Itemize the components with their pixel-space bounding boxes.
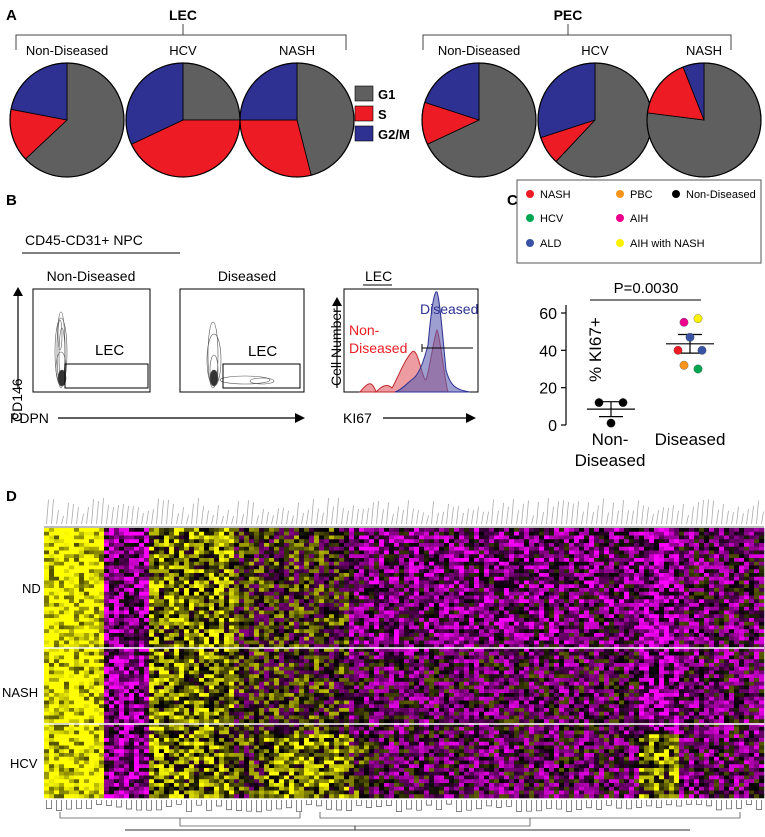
c-data-point xyxy=(693,314,703,323)
heatmap-row-label-nd: ND xyxy=(22,581,41,596)
pie-label: HCV xyxy=(169,43,197,58)
panel-b-subtitle: CD45-CD31+ NPC xyxy=(25,232,143,248)
c-y-axis-label: % KI67+ xyxy=(586,317,605,382)
cell-number-axis-label: Cell Number xyxy=(328,308,344,386)
heatmap-row-label-nash: NASH xyxy=(2,685,38,700)
legend-label-s: S xyxy=(378,107,387,122)
c-legend-label: HCV xyxy=(540,213,564,225)
lec-bracket xyxy=(15,24,347,50)
lec-group-title: LEC xyxy=(169,7,197,23)
c-legend-marker xyxy=(672,190,680,198)
legend-swatch-g2m xyxy=(354,125,374,142)
c-pvalue-annotation: P=0.0030 xyxy=(614,280,679,297)
c-data-point xyxy=(594,398,604,407)
c-data-points xyxy=(594,314,707,428)
c-legend-label: AIH with NASH xyxy=(630,238,705,250)
c-data-point xyxy=(618,398,628,407)
pie-label: Non-Diseased xyxy=(26,43,108,58)
arrowhead-icon xyxy=(332,297,342,306)
c-data-point xyxy=(679,317,689,327)
c-legend-label: AIH xyxy=(630,213,648,225)
c-category-nd-line2: Diseased xyxy=(575,451,646,470)
c-category-diseased: Diseased xyxy=(655,430,726,449)
hist-diseased-curve xyxy=(394,291,471,393)
pie-label: NASH xyxy=(686,43,722,58)
flow-plot-title-diseased: Diseased xyxy=(218,268,276,284)
legend-label-g1: G1 xyxy=(378,87,395,102)
legend-swatch-g1 xyxy=(354,85,374,102)
hist-label-nondiseased-2: Diseased xyxy=(349,340,407,356)
flow-gate-label-diseased: LEC xyxy=(248,343,277,360)
flow-contours-diseased xyxy=(206,321,275,389)
ki67-axis-label: KI67 xyxy=(343,410,372,426)
panel-d: ND NASH HCV xyxy=(2,498,765,831)
pie-outline xyxy=(9,62,125,178)
legend-label-g2m: G2/M xyxy=(378,127,410,142)
c-y-tick-label: 60 xyxy=(539,306,557,323)
pie-outline xyxy=(646,62,762,178)
hist-label-diseased: Diseased xyxy=(420,301,478,317)
pec-bracket xyxy=(422,24,732,50)
flow-gate-nd xyxy=(64,363,149,389)
c-legend-marker xyxy=(616,214,624,222)
c-data-point xyxy=(697,345,707,355)
pie-label: Non-Diseased xyxy=(438,43,520,58)
cd146-axis-label: CD146 xyxy=(9,378,25,422)
c-legend-marker xyxy=(526,239,534,247)
panel-c-letter: C xyxy=(507,192,518,209)
c-data-point xyxy=(673,345,683,355)
c-y-tick-label: 0 xyxy=(548,418,557,435)
panel-c-legend-box xyxy=(516,179,762,264)
pdpn-axis-label: PDPN xyxy=(10,410,49,426)
flow-contours-nd xyxy=(54,311,68,389)
c-legend-label: NASH xyxy=(540,189,571,201)
c-legend-marker xyxy=(526,190,534,198)
panel-a: LEC PEC Non-Diseased HCV NASH Non-Diseas… xyxy=(9,7,762,178)
c-legend-marker xyxy=(526,214,534,222)
c-y-tick-label: 40 xyxy=(539,343,557,360)
flow-gate-diseased xyxy=(222,363,301,389)
c-legend-marker xyxy=(616,239,624,247)
panel-b: CD45-CD31+ NPC Non-Diseased Diseased LEC… xyxy=(9,232,479,426)
c-y-tick-label: 20 xyxy=(539,381,557,398)
heatmap xyxy=(44,528,765,799)
c-axes: 0 20 40 60 xyxy=(539,305,714,435)
pie-slice-g2m xyxy=(239,62,298,121)
flow-plot-diseased-frame xyxy=(179,288,305,393)
legend-swatch-s xyxy=(354,105,374,122)
pec-group-title: PEC xyxy=(554,7,583,23)
c-data-point xyxy=(679,360,689,370)
pie-label: HCV xyxy=(581,43,609,58)
c-data-point xyxy=(693,364,703,374)
panel-c-legend: NASH PBC Non-Diseased HCV AIH ALD AIH with NAS… xyxy=(526,189,756,250)
c-legend-label: ALD xyxy=(540,238,561,250)
pie-charts xyxy=(9,62,762,178)
heatmap-dendrogram xyxy=(46,800,762,831)
arrowhead-icon xyxy=(295,413,305,423)
c-data-point xyxy=(685,332,695,342)
panel-d-letter: D xyxy=(6,488,17,505)
flow-plot-title-nd: Non-Diseased xyxy=(47,268,136,284)
flow-gate-label-nd: LEC xyxy=(95,342,124,359)
arrowhead-icon xyxy=(13,287,23,296)
pie-outline xyxy=(421,62,537,178)
arrowhead-icon xyxy=(466,413,476,423)
heatmap-row-label-hcv: HCV xyxy=(10,756,38,771)
hist-title: LEC xyxy=(365,268,392,284)
panel-a-letter: A xyxy=(6,7,17,24)
c-data-point xyxy=(606,418,616,428)
pie-outline xyxy=(239,62,355,178)
c-legend-label: Non-Diseased xyxy=(686,189,756,201)
pie-slice-g1 xyxy=(182,62,241,121)
c-legend-marker xyxy=(616,190,624,198)
panel-b-letter: B xyxy=(6,192,17,209)
hist-label-nondiseased-1: Non- xyxy=(349,322,380,338)
c-legend-label: PBC xyxy=(630,189,653,201)
flow-plot-nd-frame xyxy=(32,288,151,393)
c-category-nd-line1: Non- xyxy=(592,430,629,449)
heatmap-gene-labels xyxy=(44,498,764,528)
pie-label: NASH xyxy=(279,43,315,58)
